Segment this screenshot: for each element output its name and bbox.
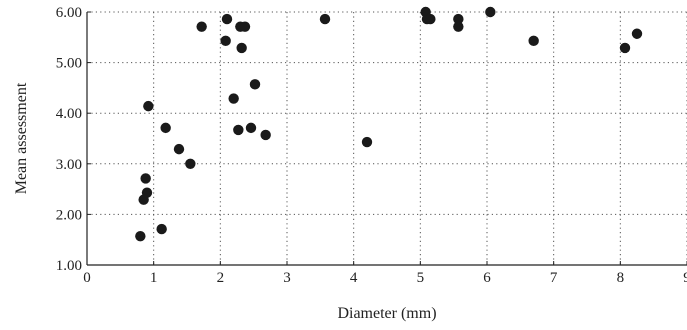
data-point: [485, 6, 496, 18]
data-point: [228, 93, 239, 104]
data-point: [173, 143, 185, 155]
data-point: [249, 79, 261, 90]
y-tick-label: 2.00: [56, 207, 82, 223]
data-point: [160, 122, 171, 134]
data-point: [221, 13, 233, 25]
data-point: [185, 158, 196, 169]
y-tick-labels: 1.00 2.00 3.00 4.00 5.00 6.00: [56, 5, 91, 274]
data-point: [260, 129, 271, 141]
x-tick-label: 1: [150, 270, 158, 286]
data-point: [156, 223, 167, 235]
x-tick-label: 3: [283, 270, 291, 286]
data-point: [528, 35, 539, 47]
data-point: [245, 122, 257, 134]
x-tick-label: 2: [217, 270, 225, 286]
y-tick-label: 1.00: [56, 258, 82, 274]
data-point: [319, 13, 331, 25]
data-point: [453, 21, 464, 32]
data-points: [135, 6, 643, 242]
data-point: [140, 173, 151, 184]
data-point: [619, 42, 631, 54]
data-point: [239, 21, 251, 32]
data-point: [141, 187, 153, 198]
x-axis-label: Diameter (mm): [337, 305, 436, 322]
x-tick-label: 4: [350, 270, 358, 286]
x-tick-labels: 0 1 2 3 4 5 6 7 8 9: [83, 261, 687, 286]
x-tick-label: 7: [550, 270, 558, 286]
data-point: [453, 13, 464, 25]
data-point: [631, 28, 643, 39]
x-tick-label: 0: [83, 270, 91, 286]
data-point: [236, 42, 247, 54]
x-tick-label: 6: [483, 270, 491, 286]
y-tick-label: 6.00: [56, 5, 82, 21]
y-tick-label: 4.00: [56, 106, 82, 122]
x-tick-label: 5: [417, 270, 425, 286]
x-tick-label: 8: [617, 270, 625, 286]
y-tick-label: 3.00: [56, 157, 82, 173]
y-tick-label: 5.00: [56, 56, 82, 72]
data-point: [135, 230, 146, 242]
data-point: [361, 136, 373, 148]
data-point: [196, 21, 207, 32]
y-axis-label: Mean assessment: [13, 82, 30, 194]
data-point: [425, 13, 436, 25]
grid: [87, 11, 687, 265]
data-point: [220, 35, 231, 47]
data-point: [233, 124, 244, 136]
x-tick-label: 9: [683, 270, 687, 286]
data-point: [143, 100, 154, 112]
